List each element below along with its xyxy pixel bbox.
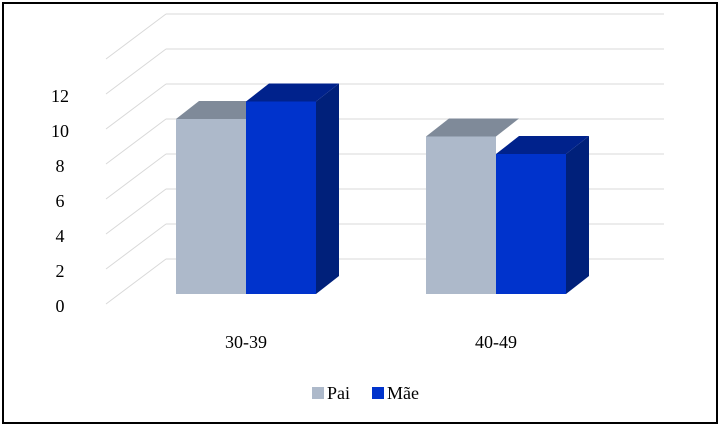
bar-pai-40-49 bbox=[426, 118, 519, 294]
legend-swatch bbox=[312, 387, 324, 399]
legend-label: Pai bbox=[327, 383, 350, 403]
x-category-label: 30-39 bbox=[225, 332, 267, 352]
x-axis-categories: 30-39 40-49 bbox=[225, 332, 517, 352]
legend-label: Mãe bbox=[387, 383, 419, 403]
y-tick-label: 8 bbox=[56, 156, 65, 176]
y-tick-label: 12 bbox=[51, 86, 69, 106]
bar-pai-30-39 bbox=[176, 101, 269, 294]
y-tick-label: 0 bbox=[56, 296, 65, 316]
bars bbox=[176, 83, 589, 294]
bar-mãe-40-49 bbox=[496, 136, 589, 294]
y-tick-label: 6 bbox=[56, 191, 65, 211]
gridline bbox=[105, 83, 664, 130]
legend-swatch bbox=[372, 387, 384, 399]
y-tick-label: 10 bbox=[51, 121, 69, 141]
x-category-label: 40-49 bbox=[475, 332, 517, 352]
bar-mãe-30-39 bbox=[246, 83, 339, 294]
gridline bbox=[105, 13, 664, 60]
y-tick-label: 2 bbox=[56, 261, 65, 281]
legend-item-pai: Pai bbox=[312, 383, 350, 403]
gridline bbox=[105, 48, 664, 95]
bar-chart: 0 2 4 6 8 10 12 30-39 40-49 Pai Mãe bbox=[51, 13, 664, 403]
legend-item-mãe: Mãe bbox=[372, 383, 419, 403]
y-axis-ticks: 0 2 4 6 8 10 12 bbox=[51, 86, 69, 316]
legend: Pai Mãe bbox=[312, 383, 419, 403]
y-tick-label: 4 bbox=[56, 226, 65, 246]
